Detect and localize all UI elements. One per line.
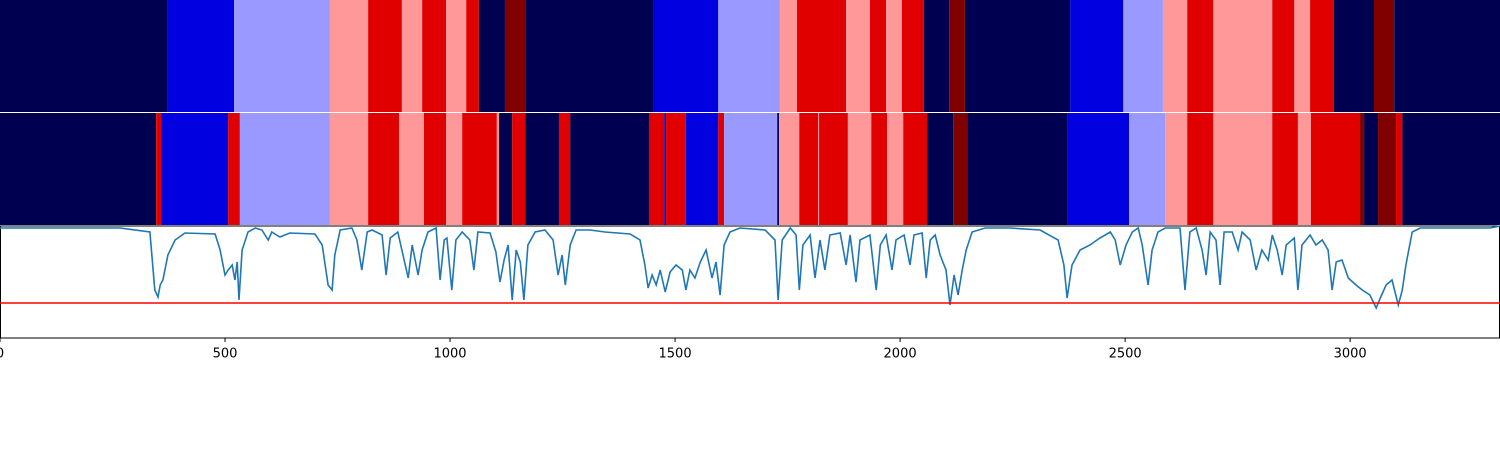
segment <box>0 113 157 225</box>
segment <box>1272 113 1298 225</box>
segment <box>329 113 369 225</box>
segment <box>724 113 778 225</box>
segment <box>799 113 819 225</box>
segment <box>1378 113 1397 225</box>
segment <box>445 113 463 225</box>
segment <box>779 0 798 112</box>
segment <box>869 0 887 112</box>
segment <box>967 113 1068 225</box>
segment <box>329 0 369 112</box>
segment <box>401 0 423 112</box>
segment <box>887 113 904 225</box>
segment <box>525 0 654 112</box>
segment <box>234 0 330 112</box>
segment <box>1294 0 1311 112</box>
segment <box>1187 0 1214 112</box>
segment <box>1333 0 1374 112</box>
x-tick-label: 3000 <box>1334 347 1367 362</box>
segment <box>949 0 965 112</box>
segment <box>901 0 924 112</box>
segment <box>512 113 526 225</box>
segment <box>903 113 928 225</box>
segment <box>818 113 820 225</box>
segment <box>422 0 446 112</box>
segment <box>666 113 686 225</box>
segment <box>445 0 467 112</box>
segment <box>953 113 968 225</box>
plot-frame <box>0 225 1500 339</box>
segment <box>718 113 725 225</box>
segment <box>167 0 235 112</box>
segment <box>846 0 870 112</box>
segment <box>1373 0 1395 112</box>
segment <box>1070 0 1124 112</box>
segment <box>1402 113 1500 225</box>
segment <box>685 113 719 225</box>
segment <box>161 113 229 225</box>
segment <box>368 113 400 225</box>
x-tick-label: 2500 <box>1109 347 1142 362</box>
segment <box>228 113 240 225</box>
segment <box>1394 0 1500 112</box>
segment <box>964 0 1071 112</box>
segment <box>156 113 162 225</box>
segment <box>779 113 800 225</box>
x-tick-label: 500 <box>213 347 238 362</box>
segment <box>777 113 780 225</box>
segment <box>466 0 479 112</box>
segment <box>558 113 571 225</box>
segment <box>1129 113 1166 225</box>
segment <box>871 113 888 225</box>
segment <box>797 0 847 112</box>
segment <box>570 113 649 225</box>
segment <box>653 0 719 112</box>
segment <box>1272 0 1295 112</box>
segment <box>423 113 446 225</box>
segment <box>1165 113 1188 225</box>
segment <box>819 113 848 225</box>
segment <box>1162 0 1188 112</box>
segment <box>499 113 513 225</box>
segment <box>1187 113 1214 225</box>
segment <box>399 113 424 225</box>
segment <box>368 0 402 112</box>
segment <box>927 113 954 225</box>
segment <box>504 0 526 112</box>
segment <box>664 113 667 225</box>
segment <box>0 0 168 112</box>
segment <box>239 113 330 225</box>
segment <box>1213 0 1273 112</box>
segment <box>1123 0 1163 112</box>
segment <box>847 113 872 225</box>
segment <box>923 0 950 112</box>
segment <box>462 113 497 225</box>
segment <box>1297 113 1311 225</box>
x-tick-label: 1500 <box>659 347 692 362</box>
segment <box>1310 113 1361 225</box>
segment <box>1360 113 1365 225</box>
segment <box>648 113 665 225</box>
x-tick-label: 0 <box>0 347 4 362</box>
segment <box>478 0 505 112</box>
segment <box>496 113 500 225</box>
x-tick-label: 2000 <box>884 347 917 362</box>
segment <box>718 0 780 112</box>
segment <box>1310 0 1334 112</box>
segment <box>1364 113 1379 225</box>
segment <box>886 0 902 112</box>
segment <box>1396 113 1403 225</box>
signal-line <box>0 225 1500 310</box>
segment <box>1067 113 1130 225</box>
segment <box>525 113 559 225</box>
segment <box>1213 113 1273 225</box>
x-tick-label: 1000 <box>433 347 466 362</box>
